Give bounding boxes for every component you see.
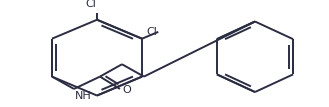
Text: Cl: Cl bbox=[85, 0, 96, 9]
Text: NH: NH bbox=[75, 91, 92, 101]
Text: O: O bbox=[122, 85, 131, 95]
Text: Cl: Cl bbox=[146, 27, 157, 37]
